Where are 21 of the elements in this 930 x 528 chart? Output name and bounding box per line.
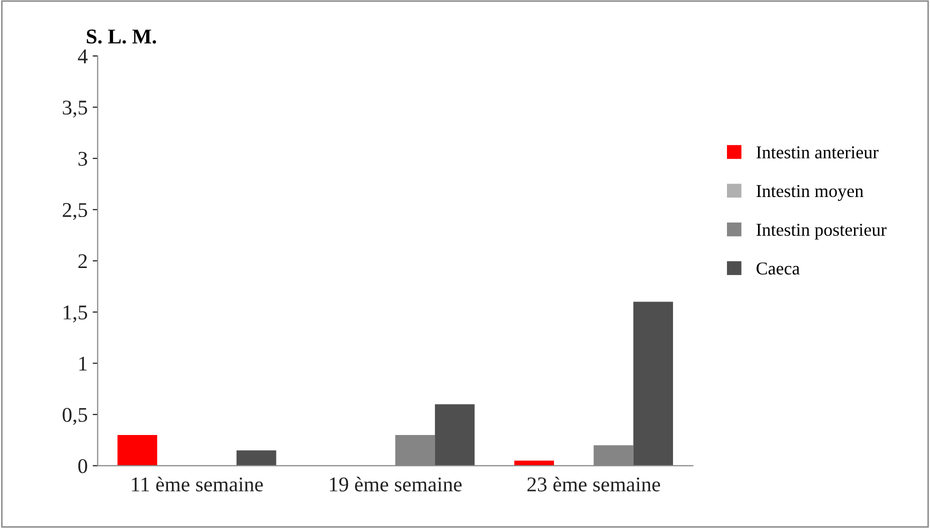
y-tick-label: 4 [78,49,88,64]
y-tick-label: 0 [78,459,88,474]
y-tick-label: 3,5 [62,100,88,118]
y-tick-label: 0,5 [62,408,88,425]
x-tick-label: 19 ème semaine [330,476,462,492]
y-axis-title: S. L. M. [86,30,156,44]
y-tick-label: 3 [78,152,88,166]
legend-label: Caeca [756,262,800,275]
bar [117,434,158,466]
y-tick-label: 1,5 [64,306,88,322]
x-tick-label: 11 ème semaine [132,476,263,492]
y-tick-label: 2,5 [62,203,88,220]
bar [236,450,276,466]
bar [633,302,674,466]
x-tick-label: 23 ème semaine [527,476,660,492]
legend-label: Intestin moyen [756,185,864,201]
y-tick-label: 1 [79,356,87,370]
legend-label: Intestin anterieur [756,146,879,158]
y-tick-label: 2 [78,254,87,268]
legend-label: Intestin posterieur [756,224,887,240]
bar [434,404,475,466]
